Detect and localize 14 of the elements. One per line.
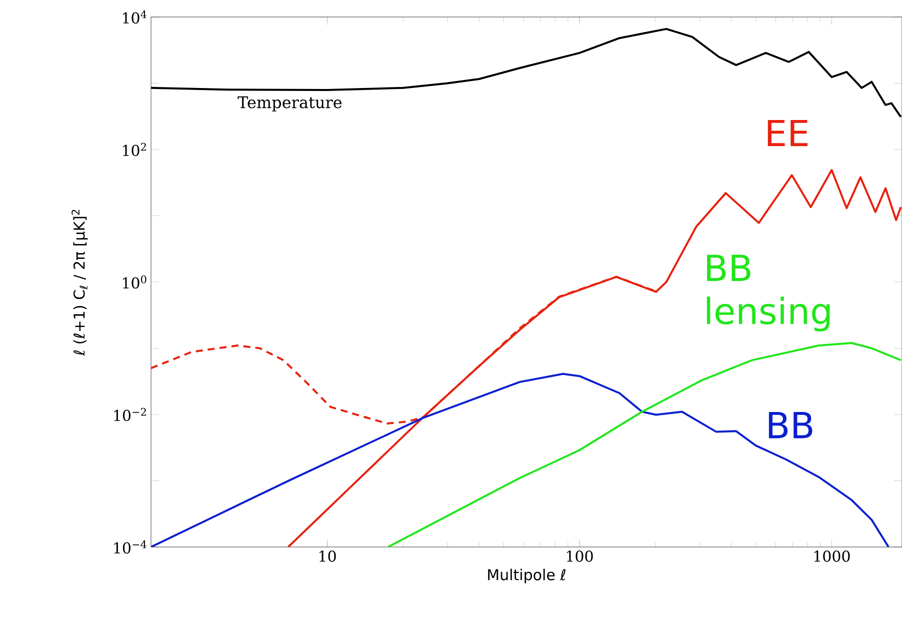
y-tick-label: 10$^{2}$ xyxy=(123,142,146,156)
series-label: BB lensing xyxy=(706,254,830,332)
x-axis-title: Multipole ℓ xyxy=(488,568,566,584)
x-tick-label: 10 xyxy=(320,550,336,562)
y-tick-label: 10$^{−4}$ xyxy=(114,540,146,554)
y-axis-title: ℓ (ℓ+1) C$_{ℓ}$ / 2π [μK]$^{2}$ xyxy=(72,210,88,356)
series-label: Temperature xyxy=(238,96,342,112)
y-tick-label: 10$^{0}$ xyxy=(123,275,146,289)
x-tick-label: 100 xyxy=(567,550,593,562)
x-tick-label: 1000 xyxy=(814,550,850,562)
series-label: EE xyxy=(768,120,808,146)
y-tick-label: 10$^{4}$ xyxy=(123,10,146,24)
y-tick-label: 10$^{−2}$ xyxy=(114,408,146,422)
series-label: BB xyxy=(768,412,812,438)
